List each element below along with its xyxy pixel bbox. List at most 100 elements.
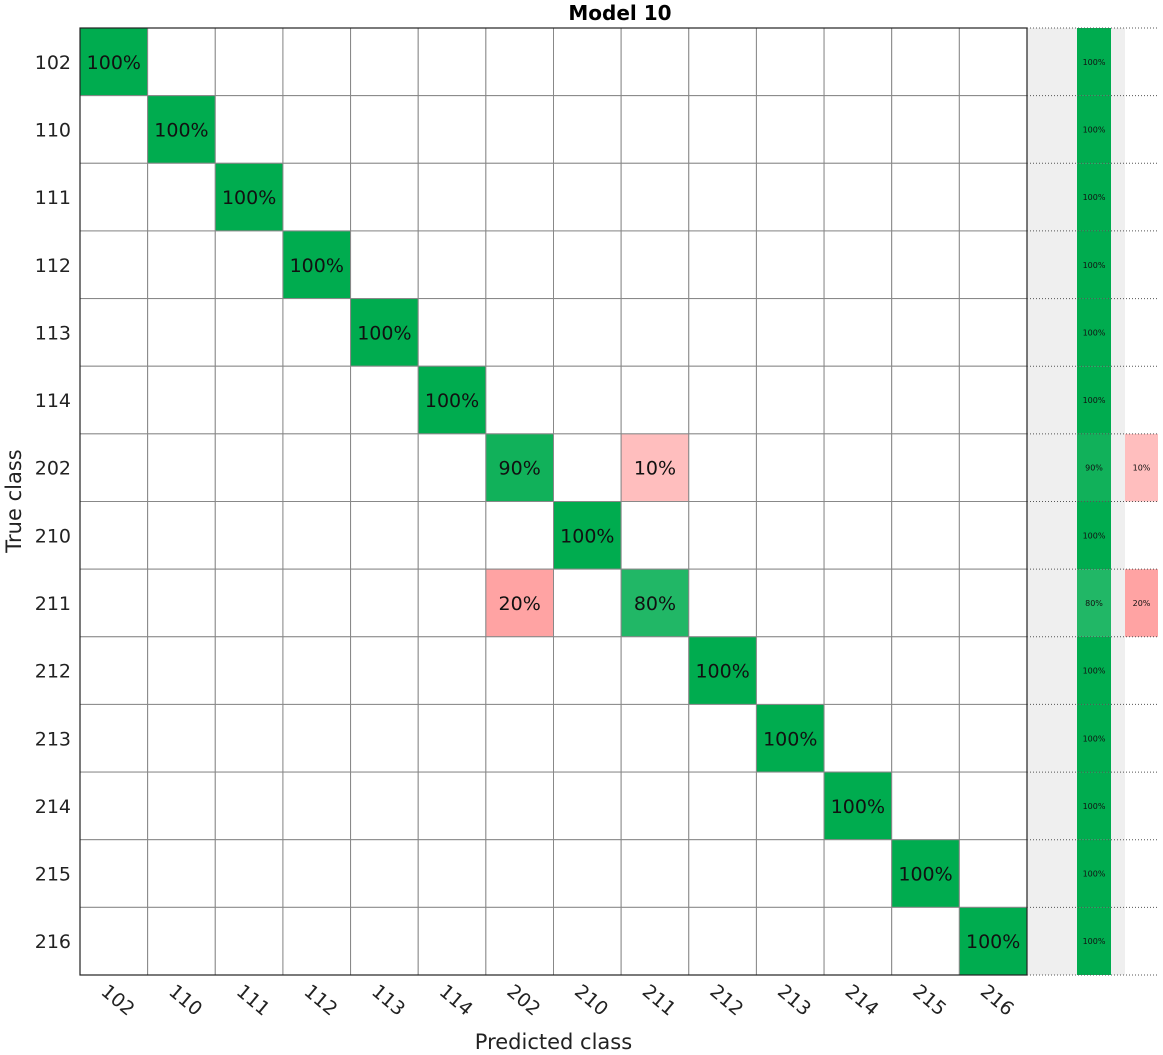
matrix-cell — [959, 96, 1027, 164]
summary-correct-label: 100% — [1083, 125, 1106, 134]
matrix-cell — [756, 502, 824, 570]
matrix-cell — [554, 840, 622, 908]
summary-incorrect-label: 10% — [1133, 464, 1151, 473]
matrix-cell — [283, 366, 351, 434]
cell-value-label: 90% — [499, 458, 541, 480]
y-tick-label: 215 — [35, 864, 71, 886]
matrix-cell — [689, 28, 757, 96]
matrix-cell — [418, 96, 486, 164]
matrix-cell — [554, 434, 622, 502]
matrix-cell — [351, 907, 419, 975]
x-tick-label: 215 — [908, 980, 950, 1020]
matrix-cell — [418, 434, 486, 502]
matrix-cell — [418, 231, 486, 299]
matrix-cell — [621, 299, 689, 367]
matrix-cell — [283, 28, 351, 96]
y-tick-label: 216 — [35, 931, 71, 953]
matrix-cell — [80, 96, 148, 164]
matrix-cell — [148, 231, 216, 299]
matrix-cell — [148, 907, 216, 975]
matrix-cell — [959, 28, 1027, 96]
matrix-cell — [486, 704, 554, 772]
summary-correct-label: 100% — [1083, 667, 1106, 676]
summary-correct-label: 100% — [1083, 531, 1106, 540]
matrix-cell — [418, 704, 486, 772]
matrix-cell — [621, 772, 689, 840]
y-tick-label: 111 — [35, 187, 71, 209]
matrix-cell — [215, 772, 283, 840]
matrix-cell — [283, 434, 351, 502]
summary-correct-label: 100% — [1083, 193, 1106, 202]
matrix-cell — [283, 840, 351, 908]
matrix-cell — [486, 907, 554, 975]
matrix-cell — [80, 772, 148, 840]
y-tick-label: 102 — [35, 52, 71, 74]
x-tick-label: 113 — [367, 980, 409, 1020]
matrix-cell — [283, 772, 351, 840]
summary-correct-label: 90% — [1085, 464, 1103, 473]
y-tick-label: 212 — [35, 661, 71, 683]
matrix-cell — [756, 163, 824, 231]
matrix-cell — [215, 231, 283, 299]
y-tick-label: 214 — [35, 796, 71, 818]
matrix-cell — [621, 366, 689, 434]
x-tick-label: 214 — [841, 980, 883, 1020]
matrix-cell — [486, 840, 554, 908]
summary-correct-label: 100% — [1083, 261, 1106, 270]
matrix-cell — [80, 907, 148, 975]
matrix-cell — [959, 163, 1027, 231]
x-tick-label: 212 — [706, 980, 748, 1020]
x-tick-label: 213 — [773, 980, 815, 1020]
matrix-cell — [756, 907, 824, 975]
matrix-cell — [418, 569, 486, 637]
matrix-cell — [689, 772, 757, 840]
matrix-cell — [148, 28, 216, 96]
matrix-cell — [80, 637, 148, 705]
matrix-cell — [486, 28, 554, 96]
matrix-cell — [148, 502, 216, 570]
matrix-cell — [824, 231, 892, 299]
matrix-cell — [351, 434, 419, 502]
matrix-cell — [824, 434, 892, 502]
matrix-cell — [689, 299, 757, 367]
matrix-cell — [80, 299, 148, 367]
matrix-cell — [959, 434, 1027, 502]
matrix-cell — [554, 366, 622, 434]
matrix-cell — [892, 163, 960, 231]
summary-correct-label: 100% — [1083, 802, 1106, 811]
matrix-cell — [824, 637, 892, 705]
matrix-cell — [824, 163, 892, 231]
cell-value-label: 20% — [499, 593, 541, 615]
matrix-cell — [824, 907, 892, 975]
matrix-cell — [554, 772, 622, 840]
y-tick-label: 202 — [35, 458, 71, 480]
matrix-cell — [148, 163, 216, 231]
matrix-cell — [554, 907, 622, 975]
matrix-cell — [351, 704, 419, 772]
matrix-cell — [418, 502, 486, 570]
x-tick-label: 202 — [503, 980, 545, 1020]
matrix-cell — [959, 840, 1027, 908]
matrix-cell — [351, 231, 419, 299]
matrix-cell — [892, 637, 960, 705]
matrix-cell — [959, 299, 1027, 367]
matrix-cell — [283, 299, 351, 367]
matrix-cell — [621, 840, 689, 908]
matrix-cell — [418, 163, 486, 231]
matrix-cell — [486, 772, 554, 840]
x-tick-label: 111 — [232, 980, 274, 1020]
matrix-cell — [959, 704, 1027, 772]
matrix-cell — [148, 299, 216, 367]
matrix-cell — [148, 704, 216, 772]
matrix-cell — [959, 569, 1027, 637]
summary-correct-label: 100% — [1083, 734, 1106, 743]
matrix-cell — [689, 231, 757, 299]
matrix-cell — [283, 637, 351, 705]
matrix-cell — [756, 231, 824, 299]
cell-value-label: 100% — [290, 255, 344, 277]
matrix-cell — [351, 502, 419, 570]
matrix-cell — [80, 704, 148, 772]
matrix-cell — [756, 434, 824, 502]
matrix-cell — [148, 772, 216, 840]
